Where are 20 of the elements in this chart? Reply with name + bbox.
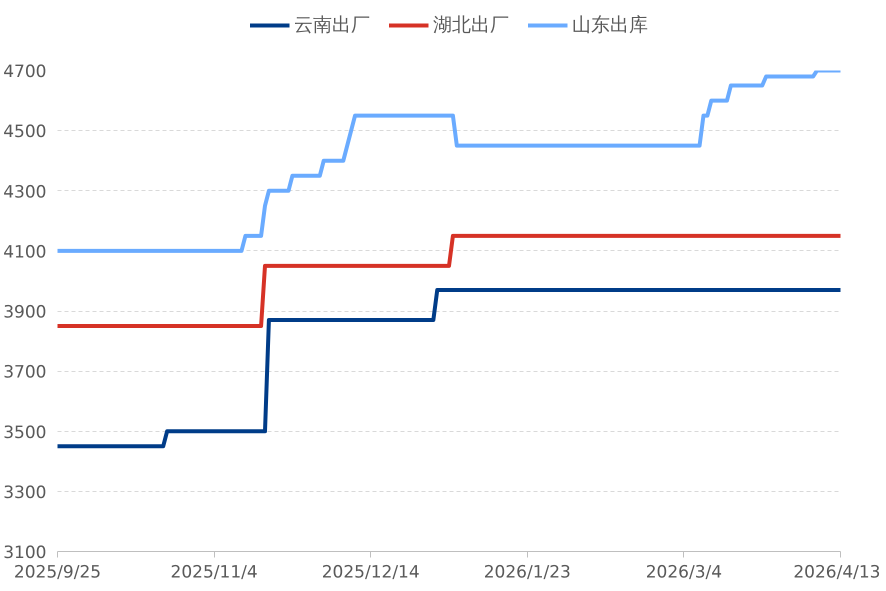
line-series: [58, 288, 840, 448]
x-tick-label: 2026/3/4: [646, 562, 722, 582]
x-tick-label: 2026/1/23: [484, 562, 571, 582]
y-tick-label: 3900: [3, 302, 46, 322]
y-tick-label: 4300: [3, 182, 46, 202]
y-tick-label: 3500: [3, 422, 46, 443]
y-tick-label: 3700: [3, 362, 46, 383]
x-tick-label: 2025/12/14: [322, 562, 420, 582]
x-tick-label: 2025/9/25: [14, 562, 102, 582]
legend-label: 湖北出厂: [433, 13, 509, 38]
y-tick-label: 3100: [3, 543, 46, 563]
y-tick-label: 4500: [3, 122, 46, 142]
y-tick-label: 4700: [3, 62, 46, 82]
y-tick-label: 3300: [3, 482, 46, 503]
legend-label: 云南出厂: [294, 13, 370, 38]
x-tick-label: 2025/11/4: [170, 562, 258, 582]
legend-label: 山东出库: [572, 13, 648, 38]
y-tick-label: 4100: [3, 242, 46, 262]
x-tick-label: 2026/4/13: [793, 562, 881, 582]
line-series: [58, 70, 840, 253]
